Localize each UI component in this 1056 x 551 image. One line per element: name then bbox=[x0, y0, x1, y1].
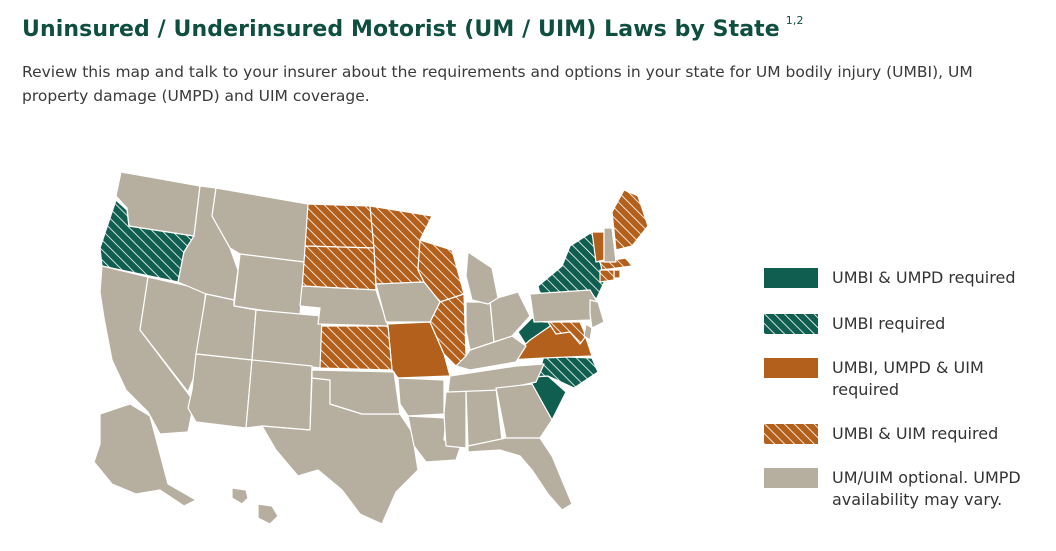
legend-label: UMBI & UIM required bbox=[832, 424, 999, 443]
page-subtitle: Review this map and talk to your insurer… bbox=[22, 63, 973, 105]
legend-item-umbi: UMBI required bbox=[764, 314, 1042, 335]
state-ar bbox=[397, 377, 445, 417]
title-footnote: 1,2 bbox=[785, 14, 804, 27]
state-sd bbox=[301, 245, 377, 291]
state-hi bbox=[231, 487, 279, 525]
state-nh bbox=[603, 227, 617, 263]
state-pa bbox=[529, 289, 597, 323]
legend-item-umbi-umpd: UMBI & UMPD required bbox=[764, 268, 1042, 289]
legend-swatch bbox=[764, 314, 818, 334]
state-oh bbox=[489, 291, 531, 343]
legend-swatch bbox=[764, 424, 818, 444]
state-nd bbox=[303, 203, 375, 249]
state-wa bbox=[115, 171, 201, 237]
title-text: Uninsured / Underinsured Motorist (UM / … bbox=[22, 17, 780, 42]
legend-item-umbi-uim: UMBI & UIM required bbox=[764, 424, 1042, 445]
legend-label: UMBI & UMPD required bbox=[832, 268, 1016, 287]
state-ks bbox=[315, 325, 393, 371]
legend-swatch bbox=[764, 358, 818, 378]
state-me bbox=[611, 189, 649, 251]
page-title: Uninsured / Underinsured Motorist (UM / … bbox=[22, 14, 804, 42]
state-in bbox=[465, 301, 495, 351]
state-ct bbox=[599, 269, 615, 283]
legend-item-umbi-umpd-uim: UMBI, UMPD & UIM required bbox=[764, 358, 1042, 401]
state-ri bbox=[613, 269, 621, 279]
state-al bbox=[465, 387, 503, 447]
legend-swatch bbox=[764, 268, 818, 288]
state-co bbox=[251, 309, 323, 369]
legend-label: UMBI required bbox=[832, 314, 946, 333]
legend-item-optional: UM/UIM optional. UMPD availability may v… bbox=[764, 468, 1042, 511]
legend-label: UMBI, UMPD & UIM required bbox=[832, 358, 984, 399]
us-map bbox=[93, 171, 649, 525]
state-az bbox=[187, 353, 253, 429]
state-wy bbox=[233, 253, 305, 317]
state-ms bbox=[443, 389, 467, 449]
state-ga bbox=[495, 383, 553, 439]
state-ne bbox=[299, 285, 389, 327]
state-fl bbox=[467, 437, 573, 511]
legend-label: UM/UIM optional. UMPD availability may v… bbox=[832, 468, 1021, 509]
state-ok bbox=[311, 369, 401, 415]
state-de bbox=[583, 323, 593, 341]
state-nm bbox=[245, 359, 313, 431]
state-nj bbox=[589, 299, 605, 329]
state-md bbox=[547, 321, 587, 345]
state-ia bbox=[375, 281, 441, 323]
state-ak bbox=[93, 403, 197, 507]
state-mi bbox=[465, 251, 499, 305]
legend-swatch bbox=[764, 468, 818, 488]
